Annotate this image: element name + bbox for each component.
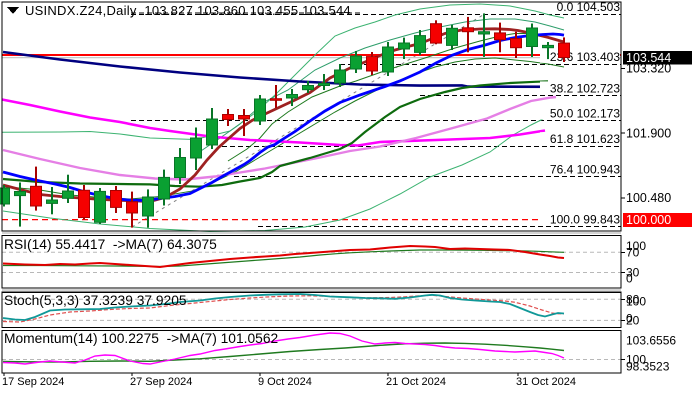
svg-text:20: 20 [626,313,640,327]
svg-text:100.480: 100.480 [626,191,671,205]
svg-text:100.000: 100.000 [626,213,671,227]
svg-text:103.6556: 103.6556 [626,334,676,348]
svg-text:9 Oct 2024: 9 Oct 2024 [258,376,312,388]
svg-text:100: 100 [626,239,646,253]
svg-text:0: 0 [626,311,633,325]
svg-text:98.3523: 98.3523 [626,360,670,374]
svg-text:27 Sep 2024: 27 Sep 2024 [130,376,192,388]
svg-text:100: 100 [626,294,646,308]
svg-text:76.4 100.943: 76.4 100.943 [550,163,620,177]
svg-text:100: 100 [626,353,646,367]
svg-text:21 Oct 2024: 21 Oct 2024 [386,376,446,388]
svg-text:USINDX.Z24,Daily 103.827 103.: USINDX.Z24,Daily 103.827 103.860 103.455… [25,3,351,18]
svg-text:100.0 99.843: 100.0 99.843 [550,213,620,227]
svg-text:Stoch(5,3,3) 37.3239 37.9205: Stoch(5,3,3) 37.3239 37.9205 [4,293,187,308]
svg-text:70: 70 [626,245,640,259]
svg-text:Momentum(14) 100.2275 ->MA(7): Momentum(14) 100.2275 ->MA(7) 101.0562 [4,331,278,346]
svg-text:30: 30 [626,266,640,280]
svg-text:17 Sep 2024: 17 Sep 2024 [2,376,64,388]
svg-text:RSI(14) 55.4417 ->MA(7) 64.30: RSI(14) 55.4417 ->MA(7) 64.3075 [4,237,217,252]
svg-text:101.900: 101.900 [626,126,671,140]
svg-text:31 Oct 2024: 31 Oct 2024 [516,376,576,388]
svg-text:50.0 102.173: 50.0 102.173 [550,107,620,121]
svg-text:80: 80 [626,292,640,306]
svg-text:61.8 101.623: 61.8 101.623 [550,132,620,146]
svg-text:0: 0 [626,272,633,286]
svg-text:0.0 104.503: 0.0 104.503 [557,0,621,14]
svg-text:103.544: 103.544 [626,51,671,65]
svg-text:103.320: 103.320 [626,62,671,76]
svg-text:38.2 102.723: 38.2 102.723 [550,81,620,95]
